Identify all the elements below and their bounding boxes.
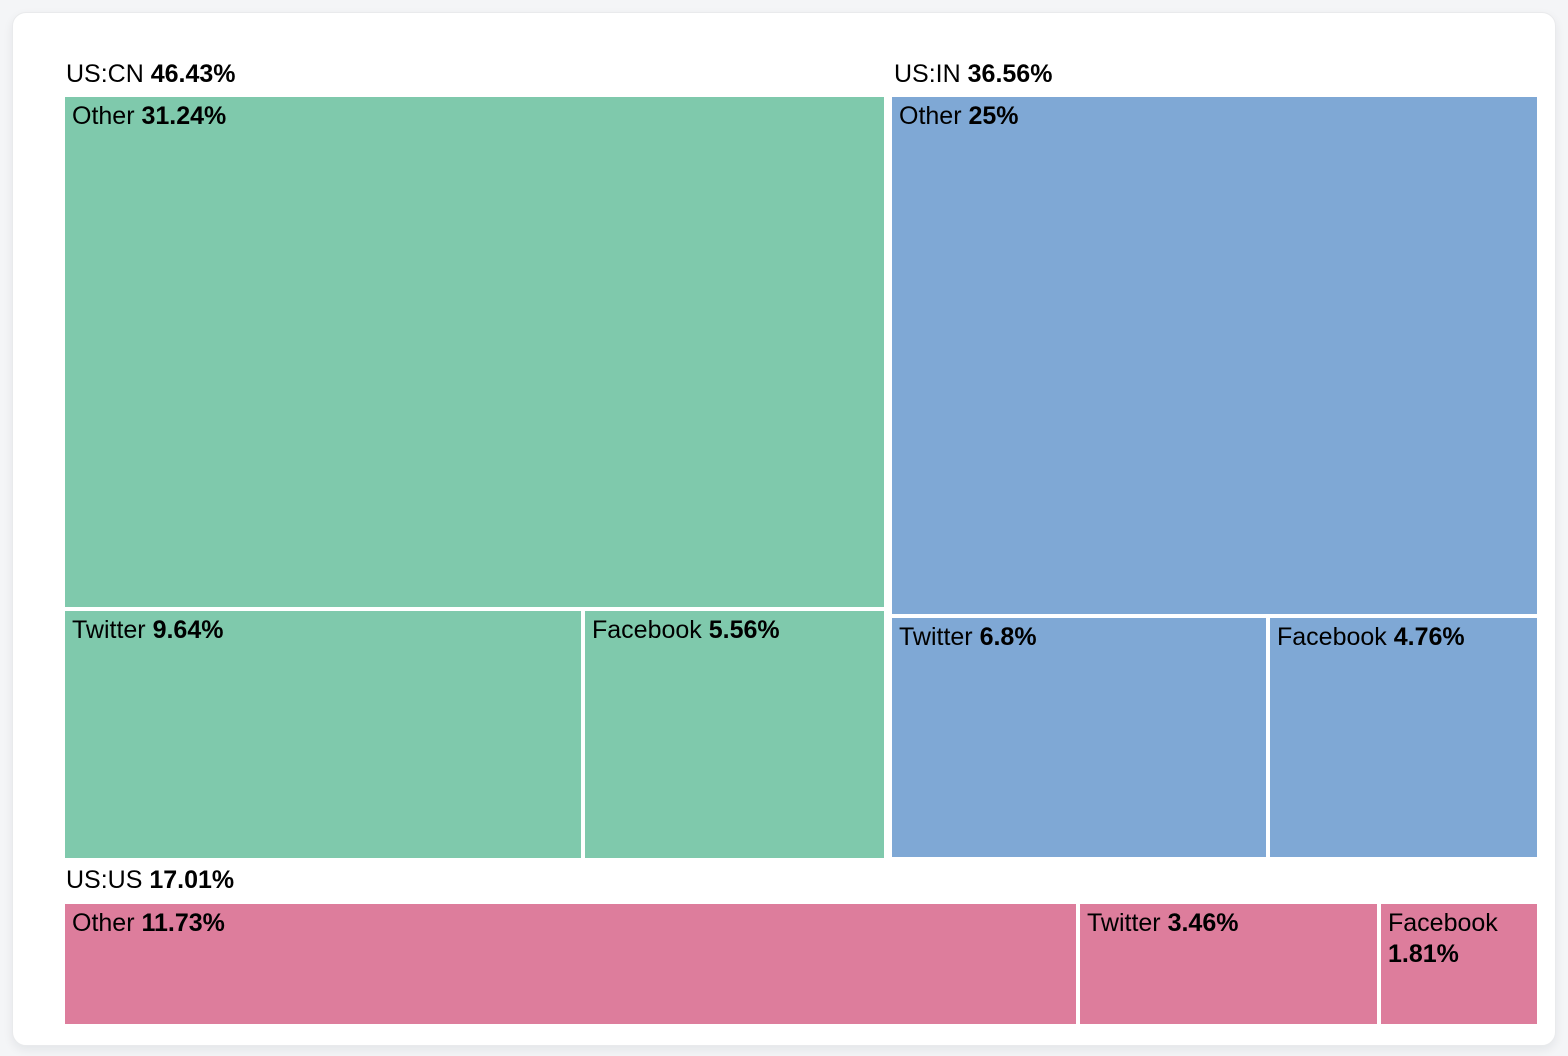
treemap-node-us-us-twitter[interactable]: Twitter 3.46%	[1080, 904, 1377, 1024]
node-label: Twitter 6.8%	[899, 623, 1037, 651]
node-label: Facebook 5.56%	[592, 616, 780, 644]
treemap-group-header-us-in: US:IN 36.56%	[894, 59, 1052, 89]
group-label: US:CN	[66, 60, 144, 88]
treemap-node-us-in-facebook[interactable]: Facebook 4.76%	[1270, 618, 1537, 857]
treemap-node-us-in-twitter[interactable]: Twitter 6.8%	[892, 618, 1266, 857]
treemap-node-us-cn-facebook[interactable]: Facebook 5.56%	[585, 611, 884, 858]
node-label: Facebook 1.81%	[1388, 909, 1498, 968]
chart-card: US:CN 46.43% US:IN 36.56% US:US 17.01% O…	[12, 12, 1556, 1046]
node-label: Twitter 3.46%	[1087, 909, 1239, 937]
treemap-node-us-cn-twitter[interactable]: Twitter 9.64%	[65, 611, 581, 858]
group-label: US:US	[66, 866, 143, 894]
treemap-node-us-us-other[interactable]: Other 11.73%	[65, 904, 1076, 1024]
node-label: Other 31.24%	[72, 102, 227, 130]
treemap-node-us-cn-other[interactable]: Other 31.24%	[65, 97, 884, 607]
group-value: 17.01%	[149, 866, 235, 894]
group-value: 46.43%	[150, 60, 236, 88]
node-label: Other 11.73%	[72, 909, 225, 937]
node-label: Twitter 9.64%	[72, 616, 224, 644]
node-label: Facebook 4.76%	[1277, 623, 1465, 651]
node-label: Other 25%	[899, 102, 1019, 130]
group-label: US:IN	[894, 60, 961, 88]
treemap-node-us-us-facebook[interactable]: Facebook 1.81%	[1381, 904, 1537, 1024]
group-value: 36.56%	[967, 60, 1053, 88]
treemap-group-header-us-us: US:US 17.01%	[66, 865, 234, 895]
treemap-group-header-us-cn: US:CN 46.43%	[66, 59, 236, 89]
treemap-node-us-in-other[interactable]: Other 25%	[892, 97, 1537, 614]
